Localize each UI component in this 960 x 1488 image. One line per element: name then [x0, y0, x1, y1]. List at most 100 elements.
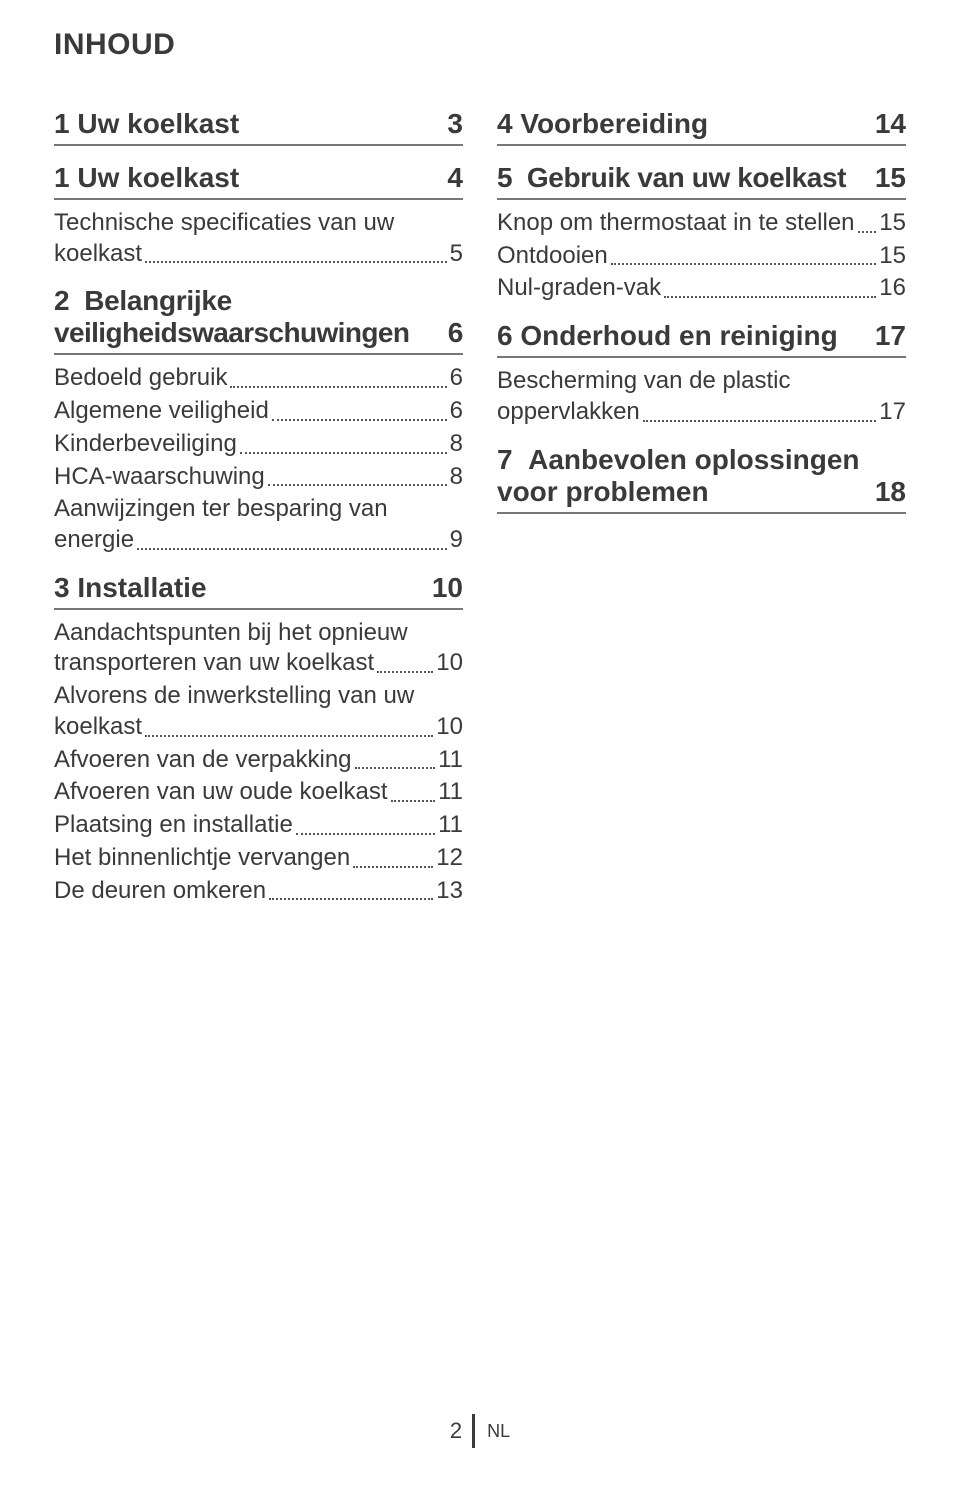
toc-entry: Het binnenlichtje vervangen 12	[54, 843, 463, 874]
section-4: 4 Voorbereiding 14	[497, 108, 906, 146]
leader-dots	[230, 386, 446, 388]
leader-dots	[858, 231, 877, 233]
entry-page: 10	[436, 712, 463, 743]
section-title-line2: voor problemen	[497, 476, 709, 508]
leader-dots	[353, 866, 433, 868]
section-title: 1 Uw koelkast	[54, 162, 441, 194]
left-column: 1 Uw koelkast 3 1 Uw koelkast 4 Technisc…	[54, 92, 463, 908]
entry-page: 6	[450, 396, 463, 427]
section-page: 4	[441, 162, 463, 194]
toc-entry: Alvorens de inwerkstelling van uw koelka…	[54, 681, 463, 742]
entry-line1: Bescherming van de plastic	[497, 366, 906, 397]
entry-label: Kinderbeveiliging	[54, 429, 237, 460]
section-title: 5 Gebruik van uw koelkast	[497, 162, 869, 194]
toc-entry: Technische specificaties van uw koelkast…	[54, 208, 463, 269]
section-title: 1 Uw koelkast	[54, 108, 441, 140]
entry-label: Algemene veiligheid	[54, 396, 269, 427]
section-page: 15	[869, 162, 906, 194]
leader-dots	[391, 800, 436, 802]
footer-language: NL	[487, 1421, 510, 1442]
entry-line2: koelkast	[54, 712, 142, 743]
leader-dots	[611, 263, 877, 265]
section-5: 5 Gebruik van uw koelkast15	[497, 162, 906, 200]
leader-dots	[240, 452, 447, 454]
entry-label: Plaatsing en installatie	[54, 810, 293, 841]
entry-page: 11	[438, 810, 463, 841]
page-footer: 2 NL	[0, 1414, 960, 1448]
entry-page: 8	[450, 462, 463, 493]
leader-dots	[272, 419, 447, 421]
leader-dots	[377, 671, 433, 673]
section-page: 18	[869, 476, 906, 508]
entry-line1: Aandachtspunten bij het opnieuw	[54, 618, 463, 649]
toc-columns: 1 Uw koelkast 3 1 Uw koelkast 4 Technisc…	[54, 92, 906, 908]
section-page: 6	[442, 317, 463, 349]
section-title: 6 Onderhoud en reiniging	[497, 320, 869, 352]
entry-page: 10	[436, 648, 463, 679]
toc-entry: Afvoeren van uw oude koelkast 11	[54, 777, 463, 808]
toc-entry: Afvoeren van de verpakking 11	[54, 745, 463, 776]
leader-dots	[269, 898, 433, 900]
entry-line1: Technische specificaties van uw	[54, 208, 463, 239]
leader-dots	[137, 548, 447, 550]
section-title-line1: 7 Aanbevolen oplossingen	[497, 444, 906, 476]
section-page: 14	[869, 108, 906, 140]
toc-entry: Bedoeld gebruik 6	[54, 363, 463, 394]
entry-page: 16	[879, 273, 906, 304]
leader-dots	[643, 420, 877, 422]
toc-entry: Ontdooien 15	[497, 241, 906, 272]
toc-entry: HCA-waarschuwing 8	[54, 462, 463, 493]
toc-entry: Algemene veiligheid 6	[54, 396, 463, 427]
entry-page: 9	[450, 525, 463, 556]
entry-label: Het binnenlichtje vervangen	[54, 843, 350, 874]
toc-entry: Nul-graden-vak 16	[497, 273, 906, 304]
right-column: 4 Voorbereiding 14 5 Gebruik van uw koel…	[497, 92, 906, 908]
section-3: 3 Installatie 10	[54, 572, 463, 610]
entry-page: 8	[450, 429, 463, 460]
leader-dots	[664, 296, 876, 298]
toc-entry: Plaatsing en installatie 11	[54, 810, 463, 841]
toc-entry: De deuren omkeren 13	[54, 876, 463, 907]
section-7: 7 Aanbevolen oplossingen voor problemen …	[497, 444, 906, 514]
entry-line2: koelkast	[54, 239, 142, 270]
entry-page: 13	[436, 876, 463, 907]
section-title-line1: 2 Belangrijke	[54, 285, 232, 317]
section-2: 2 Belangrijke veiligheidswaarschuwingen …	[54, 285, 463, 355]
leader-dots	[296, 833, 435, 835]
entry-page: 11	[438, 777, 463, 808]
entry-page: 15	[879, 241, 906, 272]
leader-dots	[268, 484, 447, 486]
toc-entry: Aandachtspunten bij het opnieuw transpor…	[54, 618, 463, 679]
section-1b: 1 Uw koelkast 4	[54, 162, 463, 200]
section-1: 1 Uw koelkast 3	[54, 108, 463, 146]
section-page: 17	[869, 320, 906, 352]
entry-label: Knop om thermostaat in te stellen	[497, 208, 855, 239]
entry-line1: Alvorens de inwerkstelling van uw	[54, 681, 463, 712]
entry-page: 6	[450, 363, 463, 394]
section-6: 6 Onderhoud en reiniging 17	[497, 320, 906, 358]
toc-entry: Kinderbeveiliging 8	[54, 429, 463, 460]
entry-label: Afvoeren van uw oude koelkast	[54, 777, 388, 808]
section-title: 4 Voorbereiding	[497, 108, 869, 140]
entry-label: De deuren omkeren	[54, 876, 266, 907]
entry-label: Afvoeren van de verpakking	[54, 745, 352, 776]
entry-page: 17	[879, 397, 906, 428]
entry-line2: energie	[54, 525, 134, 556]
toc-entry: Aanwijzingen ter besparing van energie 9	[54, 494, 463, 555]
footer-page-number: 2	[450, 1418, 472, 1444]
entry-page: 15	[879, 208, 906, 239]
leader-dots	[145, 261, 447, 263]
entry-label: HCA-waarschuwing	[54, 462, 265, 493]
entry-label: Nul-graden-vak	[497, 273, 661, 304]
entry-page: 12	[436, 843, 463, 874]
entry-page: 5	[450, 239, 463, 270]
entry-line2: transporteren van uw koelkast	[54, 648, 374, 679]
section-title-line2: veiligheidswaarschuwingen	[54, 317, 409, 349]
leader-dots	[145, 735, 433, 737]
section-title: 3 Installatie	[54, 572, 426, 604]
toc-entry: Bescherming van de plastic oppervlakken …	[497, 366, 906, 427]
section-page: 10	[426, 572, 463, 604]
entry-label: Bedoeld gebruik	[54, 363, 227, 394]
entry-line2: oppervlakken	[497, 397, 640, 428]
entry-line1: Aanwijzingen ter besparing van	[54, 494, 463, 525]
